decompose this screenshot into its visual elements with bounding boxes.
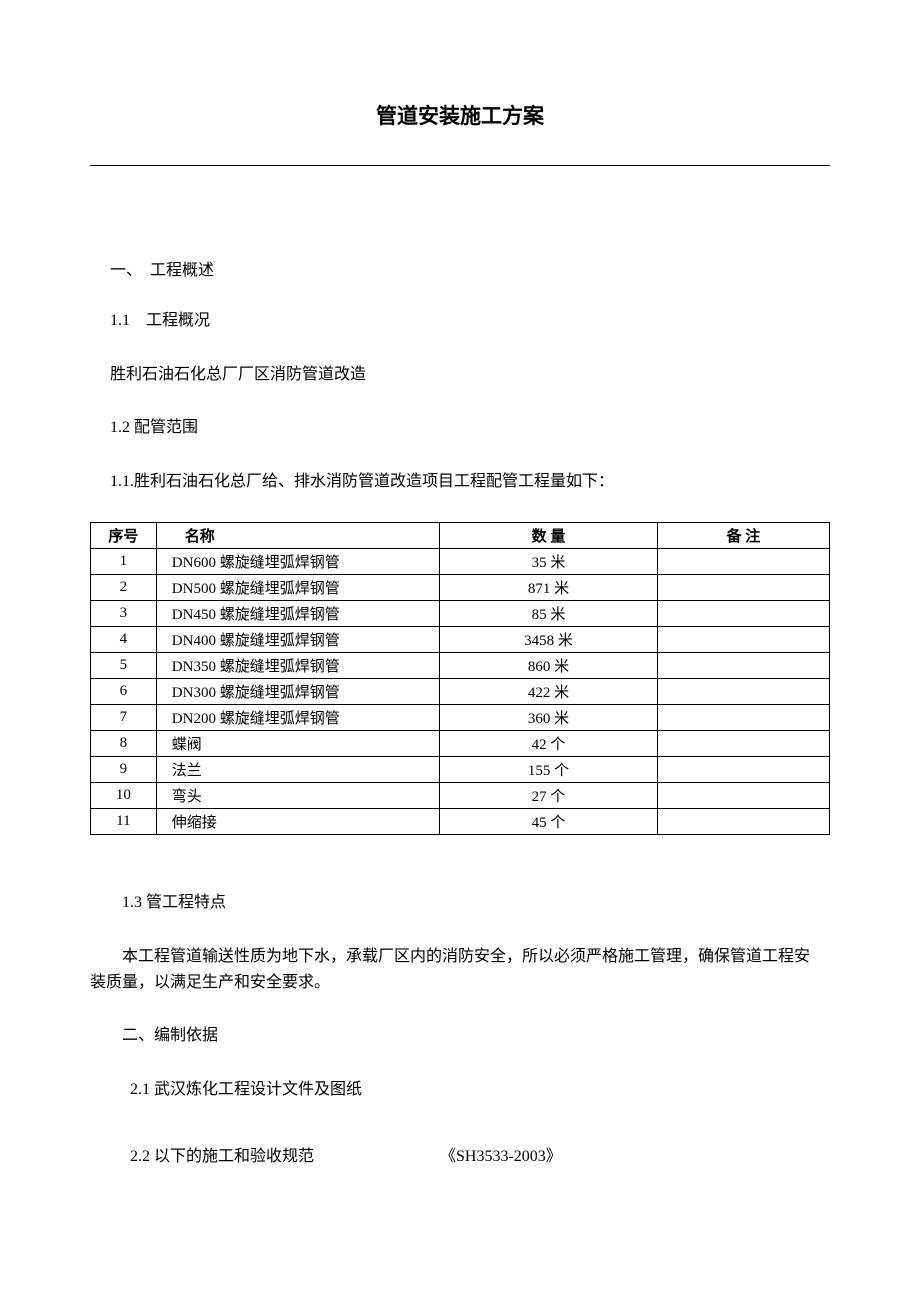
table-row: 10弯头27 个 (91, 783, 830, 809)
cell-seq: 5 (91, 653, 157, 679)
cell-note (657, 757, 829, 783)
table-row: 4DN400 螺旋缝埋弧焊钢管3458 米 (91, 627, 830, 653)
subsection-1-1-text: 胜利石油石化总厂厂区消防管道改造 (90, 362, 830, 388)
subsection-2-2-line: 2.2 以下的施工和验收规范 《SH3533-2003》 (90, 1142, 830, 1166)
cell-seq: 1 (91, 549, 157, 575)
table-header-row: 序号 名称 数 量 备 注 (91, 523, 830, 549)
cell-qty: 35 米 (440, 549, 658, 575)
table-row: 7DN200 螺旋缝埋弧焊钢管360 米 (91, 705, 830, 731)
header-name: 名称 (156, 523, 439, 549)
cell-name: 法兰 (156, 757, 439, 783)
table-row: 5DN350 螺旋缝埋弧焊钢管860 米 (91, 653, 830, 679)
cell-note (657, 549, 829, 575)
cell-qty: 360 米 (440, 705, 658, 731)
title-divider (90, 165, 830, 166)
pipe-quantity-table: 序号 名称 数 量 备 注 1DN600 螺旋缝埋弧焊钢管35 米2DN500 … (90, 522, 830, 835)
cell-name: DN350 螺旋缝埋弧焊钢管 (156, 653, 439, 679)
subsection-1-2-text: 1.1.胜利石油石化总厂给、排水消防管道改造项目工程配管工程量如下： (90, 469, 830, 495)
subsection-1-1: 1.1 工程概况 (90, 308, 830, 334)
subsection-2-2-label: 2.2 以下的施工和验收规范 (130, 1142, 440, 1166)
cell-note (657, 731, 829, 757)
header-seq: 序号 (91, 523, 157, 549)
table-body: 1DN600 螺旋缝埋弧焊钢管35 米2DN500 螺旋缝埋弧焊钢管871 米3… (91, 549, 830, 835)
table-row: 2DN500 螺旋缝埋弧焊钢管871 米 (91, 575, 830, 601)
cell-qty: 42 个 (440, 731, 658, 757)
document-title: 管道安装施工方案 (90, 100, 830, 130)
section1-heading: 一、 工程概述 (90, 256, 830, 280)
cell-seq: 4 (91, 627, 157, 653)
table-row: 8蝶阀42 个 (91, 731, 830, 757)
cell-name: DN400 螺旋缝埋弧焊钢管 (156, 627, 439, 653)
table-row: 11伸缩接45 个 (91, 809, 830, 835)
cell-name: DN300 螺旋缝埋弧焊钢管 (156, 679, 439, 705)
cell-seq: 9 (91, 757, 157, 783)
cell-name: 伸缩接 (156, 809, 439, 835)
cell-qty: 422 米 (440, 679, 658, 705)
section2-heading: 二、编制依据 (90, 1023, 830, 1049)
cell-name: DN450 螺旋缝埋弧焊钢管 (156, 601, 439, 627)
cell-seq: 2 (91, 575, 157, 601)
cell-seq: 8 (91, 731, 157, 757)
cell-qty: 155 个 (440, 757, 658, 783)
cell-seq: 11 (91, 809, 157, 835)
cell-name: 蝶阀 (156, 731, 439, 757)
cell-name: 弯头 (156, 783, 439, 809)
table-row: 1DN600 螺旋缝埋弧焊钢管35 米 (91, 549, 830, 575)
cell-note (657, 575, 829, 601)
cell-note (657, 705, 829, 731)
table-row: 6DN300 螺旋缝埋弧焊钢管422 米 (91, 679, 830, 705)
cell-note (657, 679, 829, 705)
cell-seq: 3 (91, 601, 157, 627)
header-qty: 数 量 (440, 523, 658, 549)
subsection-1-2: 1.2 配管范围 (90, 415, 830, 441)
cell-seq: 10 (91, 783, 157, 809)
cell-qty: 3458 米 (440, 627, 658, 653)
cell-name: DN200 螺旋缝埋弧焊钢管 (156, 705, 439, 731)
cell-name: DN500 螺旋缝埋弧焊钢管 (156, 575, 439, 601)
subsection-2-1: 2.1 武汉炼化工程设计文件及图纸 (90, 1077, 830, 1103)
cell-qty: 45 个 (440, 809, 658, 835)
cell-seq: 7 (91, 705, 157, 731)
cell-qty: 27 个 (440, 783, 658, 809)
cell-qty: 871 米 (440, 575, 658, 601)
cell-note (657, 809, 829, 835)
cell-qty: 860 米 (440, 653, 658, 679)
cell-note (657, 783, 829, 809)
cell-qty: 85 米 (440, 601, 658, 627)
table-row: 3DN450 螺旋缝埋弧焊钢管85 米 (91, 601, 830, 627)
subsection-1-3-text: 本工程管道输送性质为地下水，承载厂区内的消防安全，所以必须严格施工管理，确保管道… (90, 944, 830, 995)
cell-note (657, 627, 829, 653)
cell-name: DN600 螺旋缝埋弧焊钢管 (156, 549, 439, 575)
table-row: 9法兰155 个 (91, 757, 830, 783)
subsection-2-2-ref: 《SH3533-2003》 (440, 1142, 562, 1166)
subsection-1-3: 1.3 管工程特点 (90, 890, 830, 916)
cell-note (657, 601, 829, 627)
cell-note (657, 653, 829, 679)
cell-seq: 6 (91, 679, 157, 705)
header-note: 备 注 (657, 523, 829, 549)
